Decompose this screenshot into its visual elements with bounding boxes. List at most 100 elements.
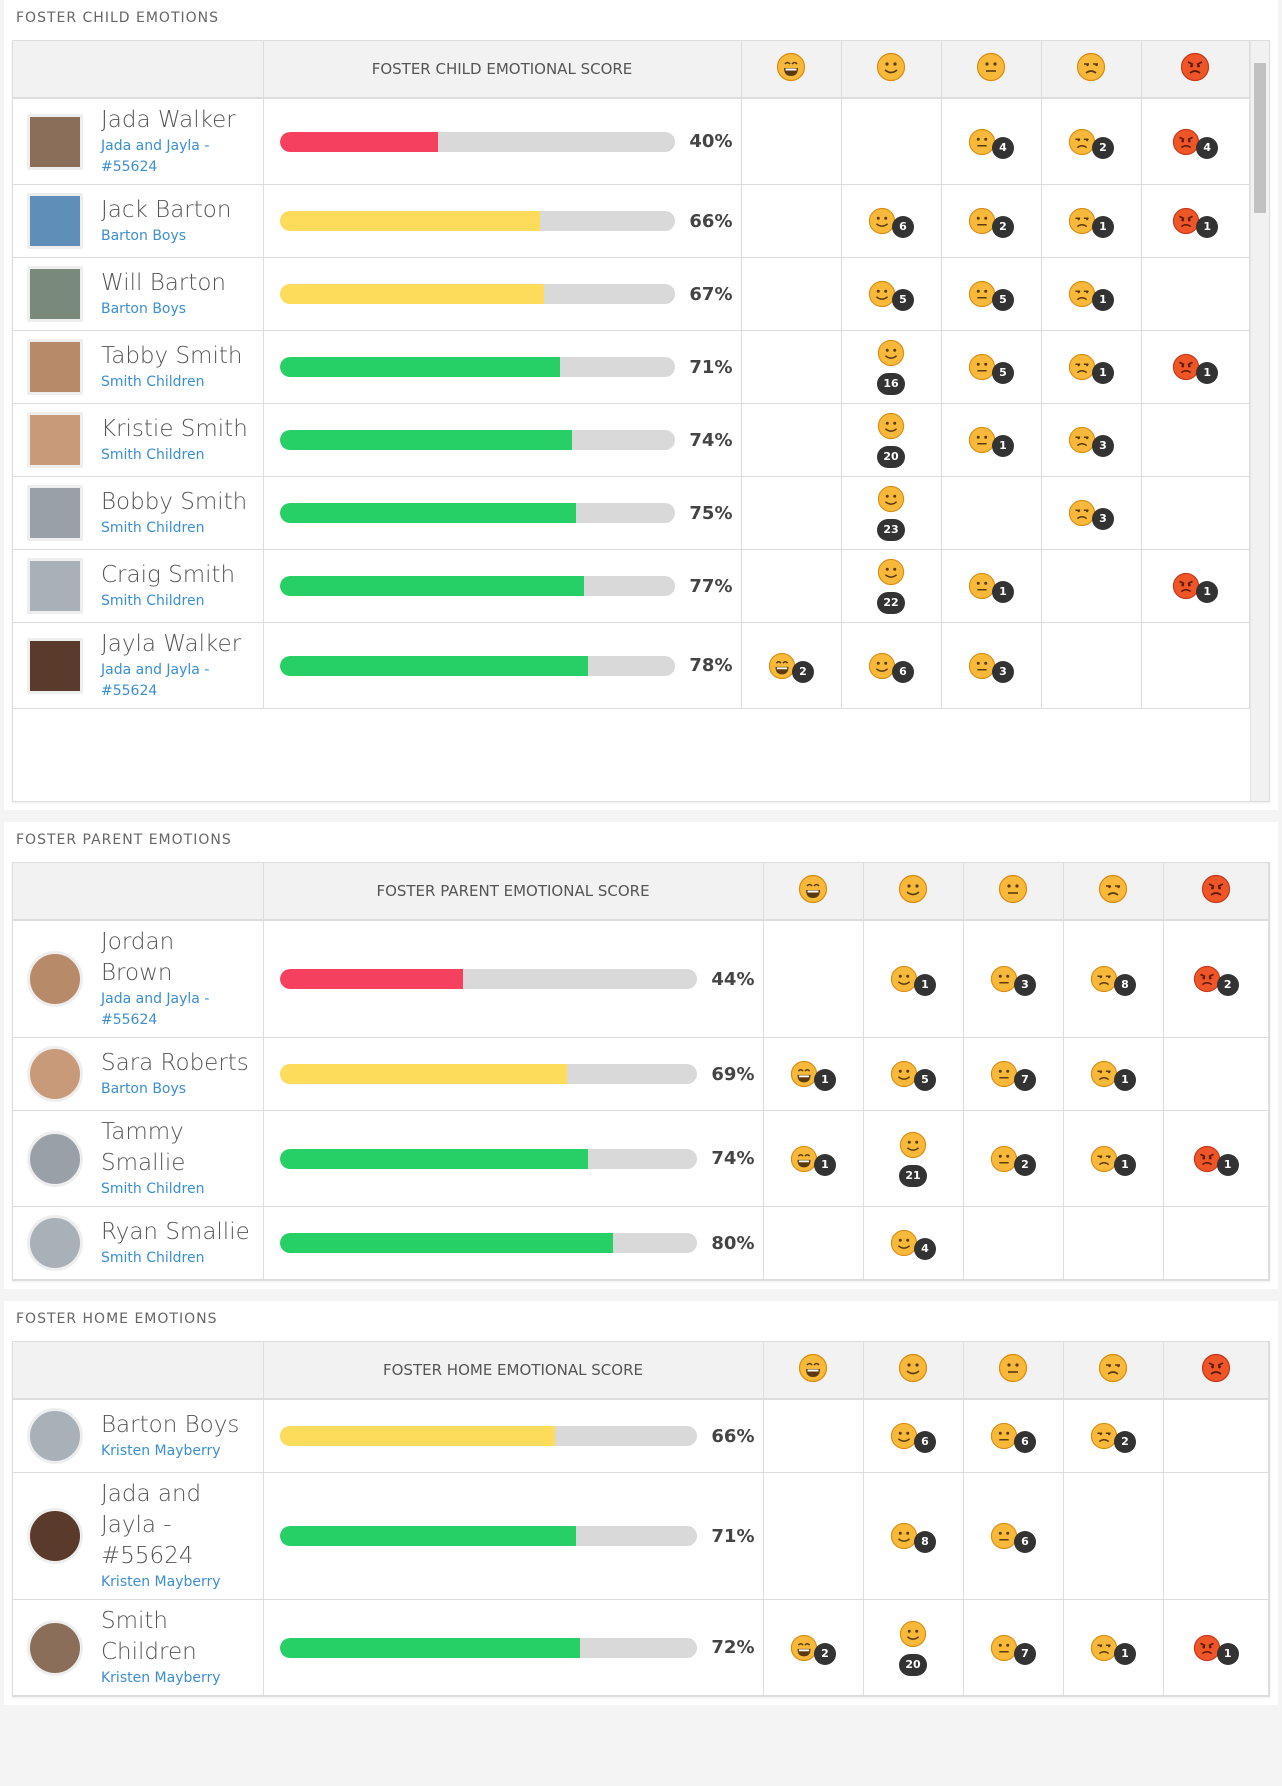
count-badge: 1	[1114, 1069, 1136, 1091]
group-link[interactable]: Barton Boys	[101, 1081, 187, 1097]
emoji	[1173, 353, 1200, 381]
emoji-part	[1202, 976, 1205, 980]
header-row: FOSTER PARENT EMOTIONAL SCORE	[13, 863, 1269, 921]
score-label: 72%	[711, 1637, 755, 1658]
group-link[interactable]: Smith Children	[101, 520, 205, 536]
emoji-part	[1077, 437, 1080, 440]
group-link[interactable]: Jada and Jayla - #55624	[101, 662, 210, 699]
score-header: FOSTER PARENT EMOTIONAL SCORE	[263, 863, 764, 921]
emoji-part	[1179, 215, 1194, 220]
emoji-part	[797, 1069, 811, 1072]
emoji-part	[976, 216, 980, 220]
emoji-part	[1181, 369, 1192, 374]
emoji-td	[741, 476, 842, 550]
avatar	[27, 412, 83, 468]
group-link[interactable]: Smith Children	[101, 447, 205, 463]
emoji-part	[807, 890, 819, 893]
emoji-part	[1086, 138, 1089, 141]
emoji-td	[763, 920, 864, 1038]
emoji	[798, 1353, 828, 1383]
emoji-td: 2	[1163, 920, 1269, 1038]
emoji-part	[1098, 1438, 1110, 1443]
score-td: 44%	[263, 920, 764, 1038]
emoji-part	[876, 52, 906, 82]
row: Ryan Smallie Smith Children 80% 4	[13, 1206, 1269, 1280]
emoji-part	[1210, 886, 1214, 890]
group-link[interactable]: Barton Boys	[101, 228, 187, 244]
emoji-td	[1163, 1037, 1269, 1111]
emoji-count: 1	[1064, 1631, 1163, 1665]
header-row: FOSTER HOME EMOTIONAL SCORE	[13, 1342, 1269, 1400]
bar-track	[279, 131, 675, 152]
bar	[279, 1233, 614, 1253]
emoji-part	[998, 1154, 1002, 1158]
group-link[interactable]: Smith Children	[101, 374, 205, 390]
emoji-part	[1015, 1363, 1019, 1367]
name-cell: Will Barton Barton Boys	[13, 260, 263, 328]
group-link[interactable]: Smith Children	[101, 593, 205, 609]
emoji-header	[1041, 41, 1142, 99]
group-link[interactable]: Kristen Mayberry	[101, 1443, 221, 1459]
emoji	[877, 412, 905, 440]
avatar	[27, 339, 83, 395]
score-label: 69%	[711, 1063, 755, 1085]
emoji-td: 2	[963, 1110, 1064, 1207]
emoji-part	[1217, 1365, 1221, 1369]
emoji-count: 5	[842, 277, 941, 311]
bar	[279, 1637, 580, 1658]
emoji-part	[1007, 1363, 1011, 1367]
emoji	[1201, 874, 1230, 904]
group-link[interactable]: Jada and Jayla - #55624	[101, 991, 210, 1028]
table-wrap: FOSTER CHILD EMOTIONAL SCORE Jada Walker J…	[12, 40, 1270, 802]
group-link[interactable]: Kristen Mayberry	[101, 1574, 221, 1590]
emoji-part	[1201, 981, 1212, 986]
name-cell: Sara Roberts Barton Boys	[13, 1040, 263, 1108]
score-cell: 74%	[264, 1148, 763, 1169]
emoji-td	[1141, 257, 1250, 331]
emoji-part	[1068, 426, 1096, 454]
score-label: 74%	[711, 1148, 755, 1169]
emoji-part	[984, 581, 988, 585]
name: Jada Walker	[101, 107, 236, 133]
emoji-part	[976, 435, 980, 439]
bar-track	[279, 357, 675, 377]
group-link[interactable]: Smith Children	[101, 1250, 205, 1266]
count-badge: 2	[1216, 974, 1239, 996]
group-link[interactable]: Smith Children	[101, 1181, 205, 1197]
group-link[interactable]: Barton Boys	[101, 301, 187, 317]
emoji-td: 8	[1063, 920, 1164, 1038]
emoji-count: 4	[942, 125, 1041, 159]
emoji	[1201, 1353, 1230, 1383]
emoji-part	[1077, 291, 1080, 294]
emoji-part	[1006, 1069, 1010, 1073]
emoji-part	[890, 1060, 918, 1088]
emoji-part	[984, 216, 988, 220]
emoji-td: 8	[863, 1472, 964, 1600]
emoji-count: 20	[842, 412, 941, 468]
emoji-part	[1076, 442, 1088, 447]
group-link[interactable]: Kristen Mayberry	[101, 1670, 221, 1686]
emoji-part	[907, 1363, 911, 1367]
emoji-part	[907, 884, 911, 888]
count-badge: 2	[1014, 1153, 1036, 1176]
emoji-part	[1199, 973, 1214, 978]
emoji	[890, 1060, 918, 1088]
emoji-part	[1108, 885, 1111, 889]
emoji-count: 1	[942, 423, 1041, 457]
emoji-part	[1179, 361, 1194, 366]
emoji-count: 1	[1042, 204, 1141, 238]
emoji-part	[890, 1229, 918, 1257]
count-badge: 2	[1114, 1431, 1136, 1453]
emoji	[990, 1522, 1018, 1550]
emoji-td	[1063, 1206, 1164, 1280]
emoji-td	[841, 98, 942, 185]
name-cell: Kristie Smith Smith Children	[13, 406, 263, 474]
emoji-part	[884, 216, 888, 220]
score-label: 44%	[711, 968, 755, 990]
count-badge: 5	[892, 289, 914, 311]
emoji-td: 7	[963, 1599, 1064, 1696]
emoji-part	[877, 339, 905, 367]
group-link[interactable]: Jada and Jayla - #55624	[101, 138, 210, 175]
emoji-part	[998, 874, 1028, 904]
name-td: Jayla Walker Jada and Jayla - #55624	[13, 622, 264, 709]
